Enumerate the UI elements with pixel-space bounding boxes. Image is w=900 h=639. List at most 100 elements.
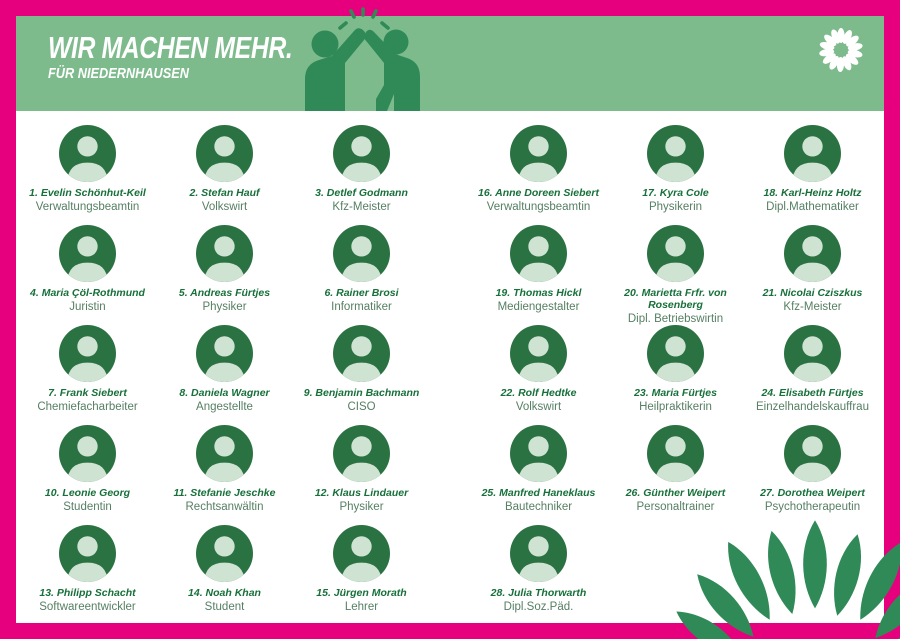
candidate-cell: 3. Detlef Godmann Kfz-Meister (293, 125, 430, 225)
person-profession: Physiker (339, 501, 384, 514)
person-silhouette-icon (204, 536, 245, 582)
person-profession: Physikerin (648, 201, 703, 214)
portrait-photo (59, 125, 116, 182)
candidate-cell: 19. Thomas Hickl Mediengestalter (470, 225, 607, 325)
person-silhouette-icon (341, 236, 382, 282)
poster-title: WIR MACHEN MEHR. (48, 30, 293, 65)
person-profession: Personaltrainer (636, 501, 715, 514)
person-name: 11. Stefanie Jeschke (173, 487, 276, 499)
portrait-photo (59, 425, 116, 482)
person-profession: Kfz-Meister (332, 201, 391, 214)
candidate-cell: 20. Marietta Frfr. von Rosenberg Dipl. B… (607, 225, 744, 325)
person-name: 9. Benjamin Bachmann (303, 387, 420, 399)
sunflower-logo (818, 28, 864, 73)
person-name: 4. Maria Çöl-Rothmund (30, 287, 145, 299)
person-profession: Verwaltungsbeamtin (486, 201, 591, 214)
person-name: 19. Thomas Hickl (495, 287, 582, 299)
person-name: 22. Rolf Hedtke (500, 387, 577, 399)
portrait-photo (196, 225, 253, 282)
candidate-cell: 21. Nicolai Cziszkus Kfz-Meister (744, 225, 881, 325)
portrait-photo (59, 325, 116, 382)
portrait-photo (59, 525, 116, 582)
person-name: 14. Noah Khan (188, 587, 261, 599)
portrait-photo (333, 425, 390, 482)
candidate-cell: 7. Frank Siebert Chemiefacharbeiter (19, 325, 156, 425)
person-profession: Chemiefacharbeiter (37, 401, 138, 414)
person-profession: Bautechniker (504, 501, 573, 514)
candidate-cell: 27. Dorothea Weipert Psychotherapeutin (744, 425, 881, 525)
portrait-photo (510, 125, 567, 182)
portrait-photo (510, 425, 567, 482)
portrait-photo (333, 225, 390, 282)
title-block: WIR MACHEN MEHR. FÜR NIEDERNHAUSEN (48, 32, 353, 83)
person-silhouette-icon (792, 236, 833, 282)
portrait-photo (784, 425, 841, 482)
person-profession: Student (204, 601, 245, 614)
person-name: 28. Julia Thorwarth (490, 587, 587, 599)
candidate-cell: 12. Klaus Lindauer Physiker (293, 425, 430, 525)
person-silhouette-icon (518, 336, 559, 382)
person-name: 20. Marietta Frfr. von Rosenberg (624, 287, 727, 312)
person-profession: Kfz-Meister (783, 301, 842, 314)
person-name: 2. Stefan Hauf (189, 187, 260, 199)
person-profession: Dipl. Betriebswirtin (627, 313, 724, 326)
person-profession: Studentin (63, 501, 112, 514)
portrait-photo (333, 525, 390, 582)
person-profession: Psychotherapeutin (764, 501, 861, 514)
candidate-cell: 26. Günther Weipert Personaltrainer (607, 425, 744, 525)
person-profession: Volkswirt (201, 201, 248, 214)
person-silhouette-icon (655, 236, 696, 282)
person-name: 5. Andreas Fürtjes (178, 287, 271, 299)
person-name: 21. Nicolai Cziszkus (762, 287, 863, 299)
candidate-cell: 23. Maria Fürtjes Heilpraktikerin (607, 325, 744, 425)
person-name: 15. Jürgen Morath (316, 587, 407, 599)
person-name: 23. Maria Fürtjes (634, 387, 717, 399)
person-name: 6. Rainer Brosi (324, 287, 399, 299)
person-profession: Angestellte (196, 401, 253, 414)
portrait-photo (333, 125, 390, 182)
portrait-photo (510, 525, 567, 582)
person-silhouette-icon (792, 336, 833, 382)
candidate-cell: 14. Noah Khan Student (156, 525, 293, 625)
candidate-cell: 11. Stefanie Jeschke Rechtsanwältin (156, 425, 293, 525)
person-silhouette-icon (67, 336, 108, 382)
high-five-icon (305, 7, 420, 111)
person-name: 27. Dorothea Weipert (760, 487, 865, 499)
person-name: 17. Kyra Cole (642, 187, 709, 199)
header-band: WIR MACHEN MEHR. FÜR NIEDERNHAUSEN (16, 7, 884, 111)
candidate-cell: 25. Manfred Haneklaus Bautechniker (470, 425, 607, 525)
portrait-photo (647, 225, 704, 282)
person-silhouette-icon (204, 136, 245, 182)
portrait-photo (647, 125, 704, 182)
candidate-cell: 24. Elisabeth Fürtjes Einzelhandelskauff… (744, 325, 881, 425)
person-silhouette-icon (204, 336, 245, 382)
person-name: 8. Daniela Wagner (179, 387, 270, 399)
portrait-photo (196, 425, 253, 482)
person-name: 26. Günther Weipert (625, 487, 726, 499)
portrait-photo (647, 425, 704, 482)
person-silhouette-icon (655, 136, 696, 182)
candidate-cell: 6. Rainer Brosi Informatiker (293, 225, 430, 325)
person-profession: Lehrer (344, 601, 379, 614)
person-name: 25. Manfred Haneklaus (481, 487, 596, 499)
person-silhouette-icon (341, 336, 382, 382)
candidate-cell: 10. Leonie Georg Studentin (19, 425, 156, 525)
person-name: 12. Klaus Lindauer (314, 487, 409, 499)
portrait-photo (59, 225, 116, 282)
person-profession: Dipl.Soz.Päd. (503, 601, 574, 614)
person-profession: Einzelhandelskauffrau (756, 401, 869, 414)
person-name: 10. Leonie Georg (44, 487, 131, 499)
person-silhouette-icon (792, 436, 833, 482)
person-name: 13. Philipp Schacht (39, 587, 136, 599)
portrait-photo (510, 225, 567, 282)
person-profession: Dipl.Mathematiker (766, 201, 859, 214)
person-silhouette-icon (204, 436, 245, 482)
person-profession: Informatiker (331, 301, 392, 314)
person-silhouette-icon (792, 136, 833, 182)
person-silhouette-icon (204, 236, 245, 282)
portrait-photo (333, 325, 390, 382)
poster-subtitle: FÜR NIEDERNHAUSEN (48, 65, 189, 82)
candidate-cell: 9. Benjamin Bachmann CISO (293, 325, 430, 425)
person-silhouette-icon (67, 236, 108, 282)
candidate-cell: 2. Stefan Hauf Volkswirt (156, 125, 293, 225)
